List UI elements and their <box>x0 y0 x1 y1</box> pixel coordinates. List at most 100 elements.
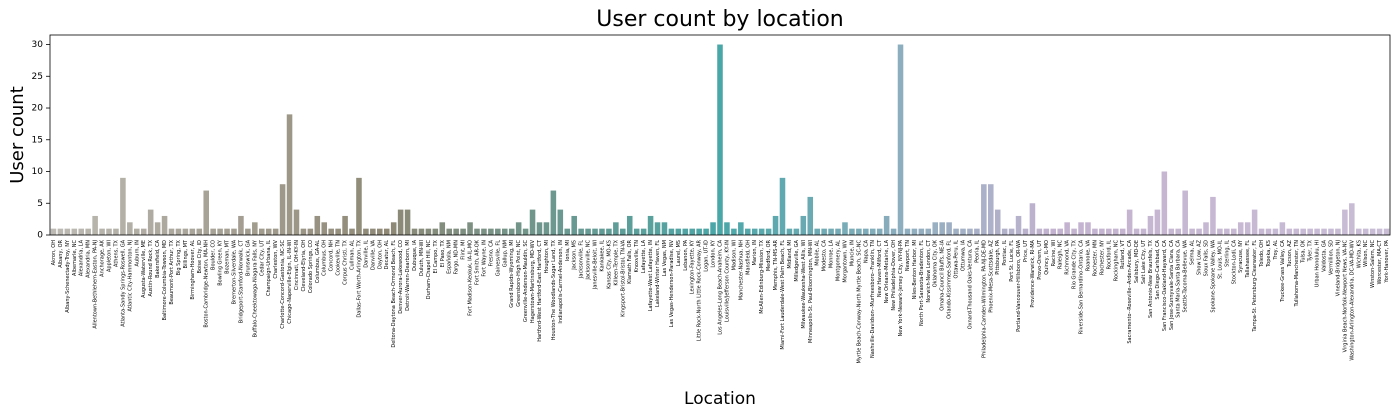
y-tick-label: 30 <box>32 40 44 50</box>
bar <box>876 228 883 235</box>
bar <box>99 228 105 235</box>
bar <box>1078 222 1084 235</box>
bar <box>550 190 557 235</box>
bar <box>654 222 661 235</box>
x-tick-label: Worcester, MA-CT <box>1377 239 1383 284</box>
bar <box>78 228 85 235</box>
bar <box>1217 228 1223 235</box>
bar <box>647 215 654 235</box>
x-tick-label: Oklahoma City, OK <box>933 239 939 287</box>
x-tick-label: Flint, MI <box>461 240 467 260</box>
x-tick-label: Medford, OR <box>766 239 772 271</box>
bar <box>620 228 626 235</box>
bar <box>432 228 439 235</box>
x-tick-label: Klamath Falls, OR <box>627 239 633 283</box>
x-tick-label: Wichita, KS <box>1356 240 1362 268</box>
bar <box>856 228 862 235</box>
x-tick-label: Philadelphia-Camden-Wilmington, PA-NJ-DE… <box>981 240 987 358</box>
x-tick-label: Greenville-Anderson-Mauldin, SC <box>523 240 529 323</box>
bar <box>904 228 911 235</box>
bar <box>897 44 904 236</box>
x-tick-label: Atlanta-Sandy Springs-Roswell, GA <box>120 239 126 326</box>
x-tick-label: Columbus, OH <box>322 240 328 276</box>
bar <box>744 228 751 235</box>
x-tick-label: El Campo, TX <box>433 239 439 273</box>
x-tick-label: Tampa-St. Petersburg-Clearwater, FL <box>1252 240 1258 333</box>
bar <box>1286 228 1293 235</box>
x-tick-label: Syracuse, NY <box>1238 239 1244 273</box>
x-tick-label: Tulsa, OK <box>1301 239 1307 264</box>
x-tick-label: Laurel, MS <box>676 240 682 266</box>
bar <box>418 228 425 235</box>
x-axis-label: Location <box>684 389 756 409</box>
bar <box>1022 228 1029 235</box>
x-tick-label: Rochester, NY <box>1099 239 1105 275</box>
bar <box>258 228 265 235</box>
x-tick-label: New Orleans-Metairie, LA <box>884 239 890 303</box>
x-tick-label: Peoria, IL <box>974 240 980 263</box>
x-tick-label: Bridgeport-Stamford-Norwalk, CT <box>238 239 244 323</box>
bar <box>1161 171 1168 235</box>
bar <box>1001 228 1008 235</box>
bar <box>689 228 696 235</box>
bar <box>1210 196 1216 235</box>
x-tick-label: Myrtle Beach-Conway-North Myrtle Beach, … <box>856 240 862 364</box>
x-tick-label: Albemarle, NC <box>72 240 78 276</box>
x-tick-label: Akron, OH <box>51 240 57 266</box>
bar <box>356 177 362 235</box>
x-tick-label: Riverside-San Bernardino-Ontario, CA <box>1079 239 1085 334</box>
bar <box>161 215 168 235</box>
x-tick-label: Morgantown, WV <box>842 239 848 282</box>
x-tick-label: Boston-Cambridge-Newton, MA-NH <box>204 240 210 328</box>
bar <box>71 228 78 235</box>
bar <box>300 228 307 235</box>
bar <box>869 228 876 235</box>
x-tick-label: Houston-The Woodlands-Sugar Land, TX <box>551 239 557 340</box>
x-tick-label: Fort Wayne, IN <box>481 240 487 277</box>
y-tick-label: 10 <box>32 167 44 177</box>
x-tick-label: Jackson, MS <box>572 240 578 271</box>
bar <box>1050 228 1057 235</box>
y-tick-label: 20 <box>32 104 44 114</box>
bar <box>1272 228 1279 235</box>
x-tick-label: Sterling, IL <box>1224 240 1230 267</box>
x-tick-label: Cookeville, TN <box>336 240 342 276</box>
x-tick-label: Wilson, NC <box>1363 239 1369 266</box>
bar <box>522 228 529 235</box>
x-tick-label: Decatur, AL <box>384 240 390 270</box>
x-tick-label: Mobile, AL <box>815 240 821 266</box>
x-tick-label: Ottumwa, IA <box>961 239 967 271</box>
x-tick-label: Lakeland-Winter Haven, FL <box>655 240 661 307</box>
x-tick-label: Lafayette-West Lafayette, IN <box>648 240 654 312</box>
x-tick-label: Cincinnati, OH-KY-IN <box>294 240 300 290</box>
bar <box>1057 228 1063 235</box>
bar <box>1328 228 1334 235</box>
bar <box>439 222 446 235</box>
bar <box>988 184 994 235</box>
x-tick-label: Fort Madison-Keokuk, IA-IL-MO <box>468 240 474 316</box>
x-tick-label: McAllen-Edinburg-Mission, TX <box>759 239 765 313</box>
bar <box>1293 228 1300 235</box>
x-tick-label: Price, UT <box>1023 239 1029 262</box>
bar <box>633 228 640 235</box>
x-tick-label: Vineland-Bridgeton, NJ <box>1335 240 1341 296</box>
bar <box>57 228 64 235</box>
x-tick-label: Pontiac, IL <box>1002 240 1008 266</box>
x-tick-label: Las Vegas, NM <box>662 240 668 276</box>
x-tick-label: Denver-Aurora-Lakewood, CO <box>398 240 404 314</box>
bar <box>182 228 189 235</box>
bar <box>196 228 203 235</box>
x-tick-label: Austin-Round Rock, TX <box>148 239 154 296</box>
x-tick-label: Sacramento--Roseville--Arden-Arcade, CA <box>1127 239 1133 343</box>
bar <box>1064 222 1070 235</box>
bar <box>918 228 925 235</box>
x-tick-label: Alexandria, LA <box>79 239 85 276</box>
x-tick-label: Duluth, MN-WI <box>419 240 425 276</box>
bar <box>453 228 459 235</box>
bar <box>1224 228 1230 235</box>
x-tick-label: El Paso, TX <box>440 239 446 267</box>
bar <box>731 228 737 235</box>
bar <box>508 228 515 235</box>
bar <box>1036 228 1043 235</box>
